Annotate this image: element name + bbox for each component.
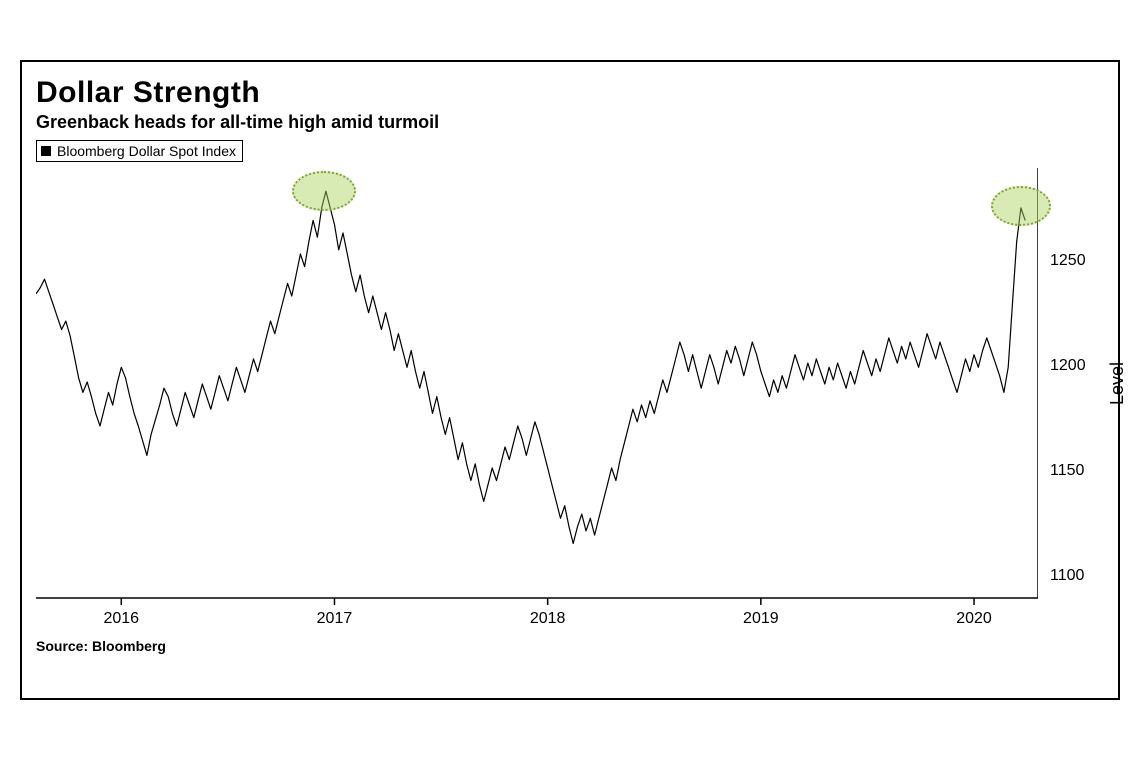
- y-tick-label: 1200: [1050, 357, 1086, 375]
- y-tick-label: 1250: [1050, 252, 1086, 270]
- series-line: [36, 191, 1025, 543]
- line-chart: [36, 168, 1038, 628]
- legend-series-label: Bloomberg Dollar Spot Index: [57, 143, 236, 159]
- x-tick-label: 2020: [956, 610, 992, 628]
- x-tick-label: 2018: [530, 610, 566, 628]
- x-tick-label: 2016: [103, 610, 139, 628]
- chart-title: Dollar Strength: [36, 76, 260, 110]
- highlight-ellipse: [292, 171, 356, 211]
- source-attribution: Source: Bloomberg: [36, 638, 166, 654]
- x-tick-label: 2019: [743, 610, 779, 628]
- y-axis-title: Level: [1107, 362, 1128, 405]
- x-tick-label: 2017: [317, 610, 353, 628]
- legend-swatch: [41, 146, 51, 156]
- legend: Bloomberg Dollar Spot Index: [36, 140, 243, 162]
- highlight-ellipse: [991, 186, 1051, 226]
- chart-subtitle: Greenback heads for all-time high amid t…: [36, 112, 439, 133]
- y-tick-label: 1100: [1050, 567, 1084, 585]
- y-tick-label: 1150: [1050, 462, 1084, 480]
